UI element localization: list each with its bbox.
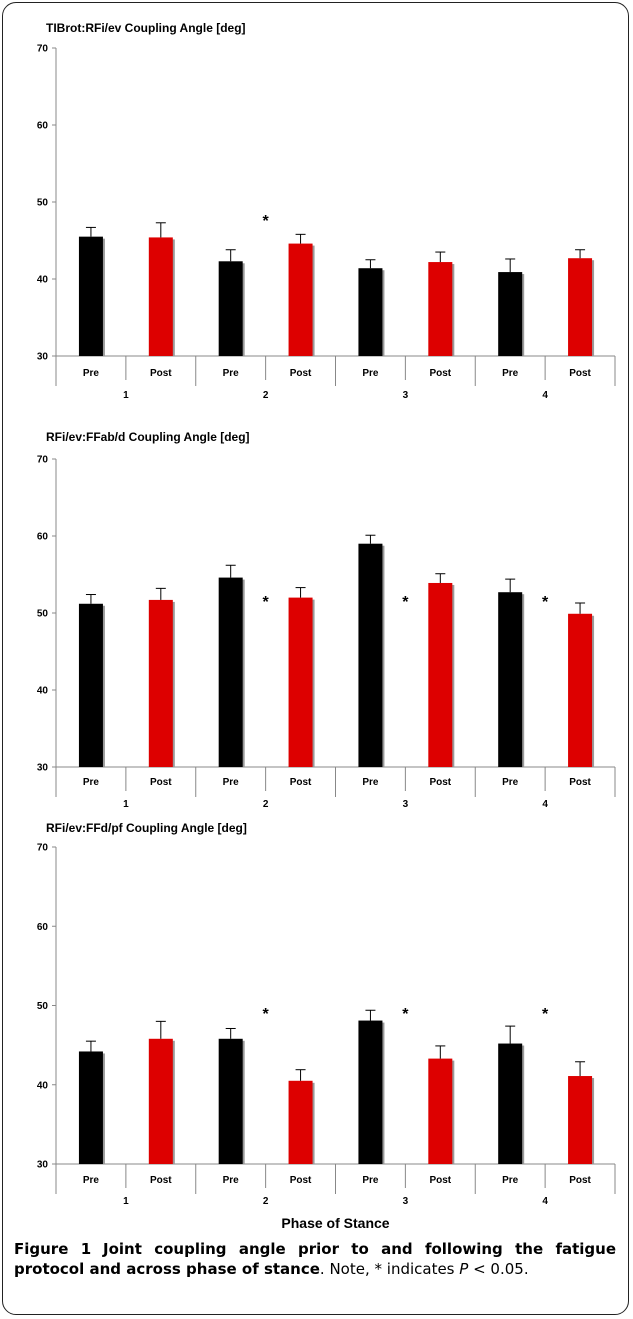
bar-post (428, 1058, 453, 1164)
x-group-label: 3 (403, 1196, 409, 1207)
x-category-label: Post (150, 777, 172, 788)
y-tick-label: 60 (37, 532, 49, 543)
x-category-label: Post (290, 1175, 312, 1186)
caption-note: . Note, * indicates (319, 1260, 460, 1278)
bar-pre (358, 543, 383, 767)
y-tick-label: 30 (37, 1160, 49, 1171)
y-tick-label: 50 (37, 198, 49, 209)
x-category-label: Post (150, 368, 172, 379)
chart-panel-2: RFi/ev:FFab/d Coupling Angle [deg] 30 40 50… (37, 430, 616, 810)
y-tick-label: 50 (37, 609, 49, 620)
x-category-label: Pre (502, 368, 519, 379)
bar-pre (498, 1043, 523, 1164)
significance-star: * (542, 594, 549, 611)
y-tick-label: 70 (37, 455, 49, 466)
x-category-label: Pre (223, 368, 240, 379)
y-tick-label: 60 (37, 121, 49, 132)
bar-post (288, 1080, 313, 1164)
x-group-label: 4 (542, 799, 548, 810)
bar-pre (78, 603, 103, 767)
bar-pre (358, 1020, 383, 1164)
bar-post (568, 1076, 593, 1164)
chart-panel-3: RFi/ev:FFd/pf Coupling Angle [deg] 30 40 50… (37, 821, 616, 1231)
x-group-label: 2 (263, 1196, 269, 1207)
x-category-label: Pre (362, 368, 379, 379)
bar-post (148, 237, 173, 356)
caption-label: Figure 1 (14, 1240, 92, 1258)
x-category-label: Post (569, 777, 591, 788)
x-group-label: 3 (403, 390, 409, 401)
x-category-label: Pre (362, 777, 379, 788)
chart-title: RFi/ev:FFd/pf Coupling Angle [deg] (46, 821, 247, 835)
x-category-label: Post (569, 368, 591, 379)
y-tick-label: 30 (37, 352, 49, 363)
bar-post (148, 1038, 173, 1164)
bar-pre (498, 272, 523, 356)
chart-title: TIBrot:RFi/ev Coupling Angle [deg] (46, 21, 246, 35)
bar-post (288, 243, 313, 356)
y-tick-label: 40 (37, 1080, 49, 1091)
significance-star: * (263, 1006, 270, 1023)
y-tick-label: 50 (37, 1001, 49, 1012)
x-category-label: Pre (83, 368, 100, 379)
significance-star: * (402, 594, 409, 611)
x-group-label: 1 (123, 390, 129, 401)
x-category-label: Pre (362, 1175, 379, 1186)
chart-panel-1: TIBrot:RFi/ev Coupling Angle [deg] 30 40 50… (37, 21, 616, 401)
x-category-label: Pre (83, 777, 100, 788)
bar-post (568, 613, 593, 767)
x-category-label: Post (429, 777, 451, 788)
x-category-label: Pre (502, 1175, 519, 1186)
caption-p-rest: < 0.05. (468, 1260, 529, 1278)
x-group-label: 1 (123, 1196, 129, 1207)
y-tick-label: 40 (37, 275, 49, 286)
significance-star: * (542, 1006, 549, 1023)
bar-pre (498, 592, 523, 767)
x-group-label: 2 (263, 799, 269, 810)
x-axis-title: Phase of Stance (281, 1215, 389, 1231)
bar-pre (78, 1051, 103, 1164)
x-group-label: 2 (263, 390, 269, 401)
bar-post (428, 262, 453, 356)
bar-post (428, 582, 453, 767)
x-category-label: Post (290, 368, 312, 379)
bar-post (288, 597, 313, 767)
x-group-label: 3 (403, 799, 409, 810)
x-category-label: Pre (83, 1175, 100, 1186)
y-tick-label: 70 (37, 44, 49, 55)
x-group-label: 1 (123, 799, 129, 810)
y-tick-label: 70 (37, 843, 49, 854)
caption-title: Joint coupling angle prior to and follow… (14, 1240, 616, 1278)
significance-star: * (402, 1006, 409, 1023)
bar-pre (218, 261, 243, 356)
figure-charts: TIBrot:RFi/ev Coupling Angle [deg] 30 40 50… (37, 21, 616, 1231)
caption-p-symbol: P (459, 1260, 469, 1278)
x-group-label: 4 (542, 1196, 548, 1207)
y-tick-label: 60 (37, 922, 49, 933)
x-category-label: Post (150, 1175, 172, 1186)
y-tick-label: 30 (37, 763, 49, 774)
bar-post (568, 258, 593, 356)
x-category-label: Pre (502, 777, 519, 788)
bar-pre (358, 268, 383, 356)
x-category-label: Pre (223, 777, 240, 788)
x-group-label: 4 (542, 390, 548, 401)
x-category-label: Post (290, 777, 312, 788)
significance-star: * (263, 213, 270, 230)
chart-title: RFi/ev:FFab/d Coupling Angle [deg] (46, 430, 250, 444)
bar-pre (78, 236, 103, 356)
significance-star: * (263, 594, 270, 611)
bar-pre (218, 577, 243, 767)
figure-caption: Figure 1 Joint coupling angle prior to a… (14, 1239, 616, 1279)
bar-post (148, 599, 173, 767)
bar-pre (218, 1038, 243, 1164)
y-tick-label: 40 (37, 686, 49, 697)
x-category-label: Post (429, 368, 451, 379)
x-category-label: Pre (223, 1175, 240, 1186)
x-category-label: Post (569, 1175, 591, 1186)
x-category-label: Post (429, 1175, 451, 1186)
